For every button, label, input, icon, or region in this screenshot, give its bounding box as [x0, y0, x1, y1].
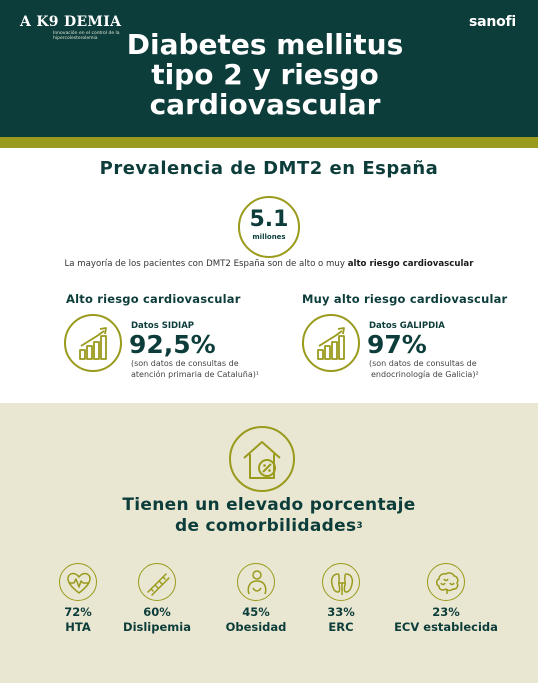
sanofi-logo: sanofi	[468, 14, 516, 30]
prevalence-title: Prevalencia de DMT2 en España	[99, 158, 439, 179]
millions-value: 5.1	[249, 207, 289, 232]
majority-plain: La mayoría de los pacientes con DMT2 Esp…	[64, 259, 345, 269]
heart-pulse-icon	[59, 563, 97, 601]
high-risk-source: Datos SIDIAP	[131, 321, 195, 331]
house-percent-arrow-icon	[229, 426, 295, 492]
high-risk-heading: Alto riesgo cardiovascular	[66, 292, 241, 306]
erc-label: ERC	[328, 620, 354, 634]
high-risk-note-2: atención primaria de Cataluña)¹	[131, 370, 260, 379]
majority-text: La mayoría de los pacientes con DMT2 Esp…	[0, 259, 538, 269]
logo-text: A K9 DEMIA	[20, 14, 122, 30]
very-high-risk-note-1: (son datos de consultas de	[369, 359, 477, 368]
dislipemia-percent: 60%	[143, 605, 171, 619]
comorbidities-title-line2-text: de comorbilidades	[175, 516, 357, 536]
obese-person-icon	[237, 563, 275, 601]
comorbidities-title-line2: de comorbilidades3	[0, 516, 538, 537]
high-risk-note-1: (son datos de consultas de	[131, 359, 239, 368]
very-high-risk-percent: 97%	[367, 330, 427, 359]
page-title: Diabetes mellitus tipo 2 y riesgo cardio…	[126, 28, 404, 121]
ecv-label: ECV establecida	[394, 620, 498, 634]
erc-percent: 33%	[327, 605, 355, 619]
millions-badge: 5.1 millones	[238, 196, 300, 258]
header-divider	[0, 137, 538, 148]
comorbidities-title-line1: Tienen un elevado porcentaje	[122, 495, 416, 515]
bar-chart-up-arrow-icon	[302, 314, 360, 372]
kidneys-icon	[322, 563, 360, 601]
obesidad-percent: 45%	[242, 605, 270, 619]
header-banner	[0, 0, 538, 137]
high-risk-percent: 92,5%	[129, 330, 216, 359]
hta-label: HTA	[65, 620, 91, 634]
obesidad-label: Obesidad	[225, 620, 287, 634]
akademia-logo: A K9 DEMIA Innovación en el control de l…	[20, 14, 133, 41]
very-high-risk-heading: Muy alto riesgo cardiovascular	[302, 292, 508, 306]
brain-icon	[427, 563, 465, 601]
very-high-risk-note-2: endocrinología de Galicia)²	[371, 370, 479, 379]
majority-bold: alto riesgo cardiovascular	[347, 259, 474, 269]
comorbidities-title: Tienen un elevado porcentaje de comorbil…	[0, 495, 538, 537]
hta-percent: 72%	[64, 605, 92, 619]
millions-unit: millones	[252, 233, 286, 241]
comorbidities-footnote: 3	[356, 521, 363, 531]
ecv-percent: 23%	[432, 605, 460, 619]
very-high-risk-source: Datos GALIPDIA	[369, 321, 445, 331]
dislipemia-label: Dislipemia	[123, 620, 191, 634]
artery-plaque-icon	[138, 563, 176, 601]
bar-chart-up-arrow-icon	[64, 314, 122, 372]
logo-tagline: Innovación en el control de la hipercole…	[53, 31, 120, 41]
